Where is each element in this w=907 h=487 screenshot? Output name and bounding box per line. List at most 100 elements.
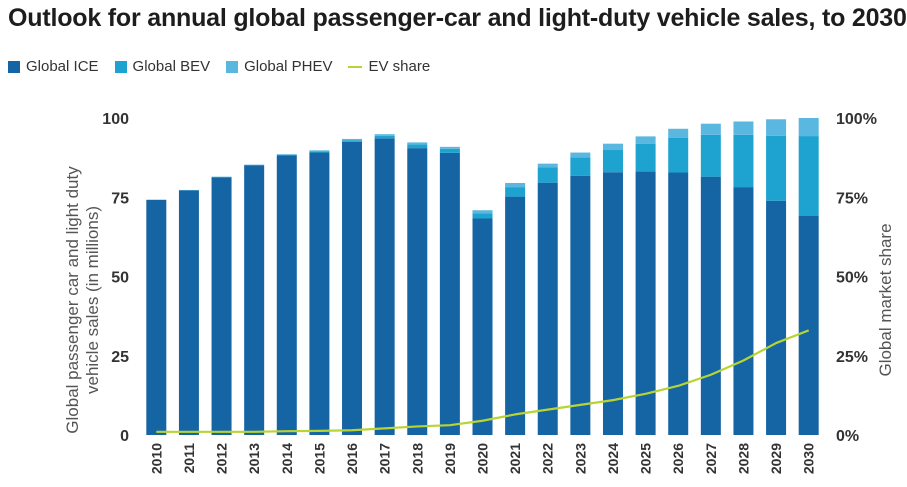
y-axis-title-line-1: Global passenger car and light duty	[63, 166, 82, 434]
chart-legend: Global ICE Global BEV Global PHEV EV sha…	[8, 58, 446, 75]
x-tick-label-2015: 2015	[311, 443, 327, 474]
legend-swatch-ice	[8, 60, 20, 73]
bar-global-bev-2026	[668, 137, 689, 173]
bar-global-phev-2019	[439, 146, 460, 149]
x-tick-label-2011: 2011	[181, 443, 197, 474]
x-tick-label-2021: 2021	[507, 443, 523, 474]
bar-global-bev-2018	[407, 144, 428, 149]
bar-global-phev-2027	[700, 123, 721, 135]
x-tick-label-2013: 2013	[246, 443, 262, 474]
bar-global-bev-2024	[602, 150, 623, 173]
y-axis-ticks: 0 25 50 75 100	[102, 111, 129, 445]
y-axis-title: Global passenger car and light duty vehic…	[63, 166, 102, 434]
y2-axis-ticks: 0% 25% 50% 75% 100%	[836, 111, 877, 445]
bar-global-ice-2019	[439, 152, 460, 435]
bar-global-bev-2021	[505, 187, 526, 197]
bar-global-phev-2023	[570, 152, 591, 158]
x-tick-label-2017: 2017	[377, 443, 393, 474]
legend-label-bev: Global BEV	[132, 58, 211, 75]
bar-global-ice-2025	[635, 171, 656, 435]
legend-item-bev: Global BEV	[114, 58, 211, 75]
bar-global-phev-2028	[733, 121, 754, 135]
y2-axis-title: Global market share	[876, 223, 895, 376]
x-tick-label-2030: 2030	[801, 443, 817, 474]
bar-global-bev-2029	[766, 135, 787, 201]
bar-global-bev-2022	[537, 167, 558, 183]
chart-title: Outlook for annual global passenger-car …	[8, 4, 907, 32]
x-tick-label-2018: 2018	[409, 443, 425, 474]
y2-tick-label-3: 75%	[836, 190, 868, 207]
bar-global-ice-2018	[407, 148, 428, 436]
bar-global-phev-2026	[668, 128, 689, 138]
bar-global-bev-2030	[798, 136, 819, 216]
bar-global-bev-2019	[439, 148, 460, 153]
bar-global-ice-2013	[244, 165, 265, 435]
legend-item-phev: Global PHEV	[226, 58, 332, 75]
legend-item-ice: Global ICE	[8, 58, 99, 75]
bar-global-ice-2021	[505, 196, 526, 435]
y-tick-label-75: 75	[111, 190, 129, 207]
bar-global-phev-2014	[276, 154, 297, 155]
bar-global-ice-2023	[570, 175, 591, 435]
bar-global-phev-2017	[374, 134, 395, 136]
y-axis-title-line-2: vehicle sales (in millions)	[83, 206, 102, 394]
bar-global-phev-2022	[537, 163, 558, 168]
y2-tick-label-0: 0%	[836, 428, 859, 445]
x-tick-label-2019: 2019	[442, 443, 458, 474]
bar-global-ice-2029	[766, 200, 787, 435]
y2-axis-title-text: Global market share	[876, 223, 895, 376]
x-tick-label-2026: 2026	[670, 443, 686, 474]
y-tick-label-100: 100	[102, 111, 129, 128]
y2-tick-label-2: 50%	[836, 270, 868, 287]
bar-global-ice-2014	[276, 155, 297, 435]
x-tick-label-2014: 2014	[279, 443, 295, 474]
legend-label-ice: Global ICE	[26, 58, 99, 75]
y2-tick-label-4: 100%	[836, 111, 877, 128]
x-tick-label-2012: 2012	[214, 443, 230, 474]
bar-global-phev-2018	[407, 142, 428, 145]
bar-global-ice-2010	[146, 199, 167, 435]
ev-share-line-group	[156, 329, 810, 433]
y-tick-label-25: 25	[111, 349, 129, 366]
legend-label-ev-share: EV share	[368, 58, 431, 75]
x-tick-label-2023: 2023	[572, 443, 588, 474]
x-tick-label-2028: 2028	[735, 443, 751, 474]
bar-global-ice-2012	[211, 177, 232, 436]
bars-group	[146, 118, 819, 436]
bar-global-bev-2023	[570, 157, 591, 176]
legend-label-phev: Global PHEV	[244, 58, 333, 75]
bar-global-phev-2029	[766, 119, 787, 136]
x-tick-label-2016: 2016	[344, 443, 360, 474]
bar-global-phev-2021	[505, 182, 526, 188]
bar-global-bev-2020	[472, 213, 493, 219]
bar-global-phev-2024	[602, 143, 623, 151]
bar-global-bev-2028	[733, 134, 754, 188]
bar-global-phev-2030	[798, 118, 819, 137]
legend-swatch-bev	[114, 60, 127, 73]
bar-global-ice-2016	[342, 141, 363, 435]
x-tick-label-2022: 2022	[540, 443, 556, 474]
bar-global-ice-2017	[374, 138, 395, 435]
bar-global-ice-2022	[537, 182, 558, 435]
bar-global-ice-2024	[602, 172, 623, 435]
y2-tick-label-1: 25%	[836, 349, 868, 366]
x-axis-labels: 2010 2011 2012 2013 2014 2015 2016 2017 2018 2019…	[148, 443, 816, 474]
bar-global-bev-2016	[342, 140, 363, 142]
bar-global-bev-2027	[700, 134, 721, 177]
bar-global-bev-2014	[276, 154, 297, 156]
y-tick-label-0: 0	[120, 428, 129, 445]
legend-item-ev-share: EV share	[348, 58, 430, 75]
bar-global-ice-2027	[700, 176, 721, 435]
bar-global-ice-2011	[178, 190, 199, 435]
ev-share-line	[156, 329, 810, 433]
x-tick-label-2029: 2029	[768, 443, 784, 474]
x-tick-label-2025: 2025	[638, 443, 654, 474]
x-tick-label-2024: 2024	[605, 443, 621, 474]
legend-swatch-phev	[226, 60, 239, 73]
bar-global-ice-2020	[472, 218, 493, 435]
bar-global-ice-2026	[668, 172, 689, 436]
bar-global-bev-2015	[309, 151, 330, 153]
y-tick-label-50: 50	[111, 270, 129, 287]
bar-global-phev-2020	[472, 210, 493, 214]
